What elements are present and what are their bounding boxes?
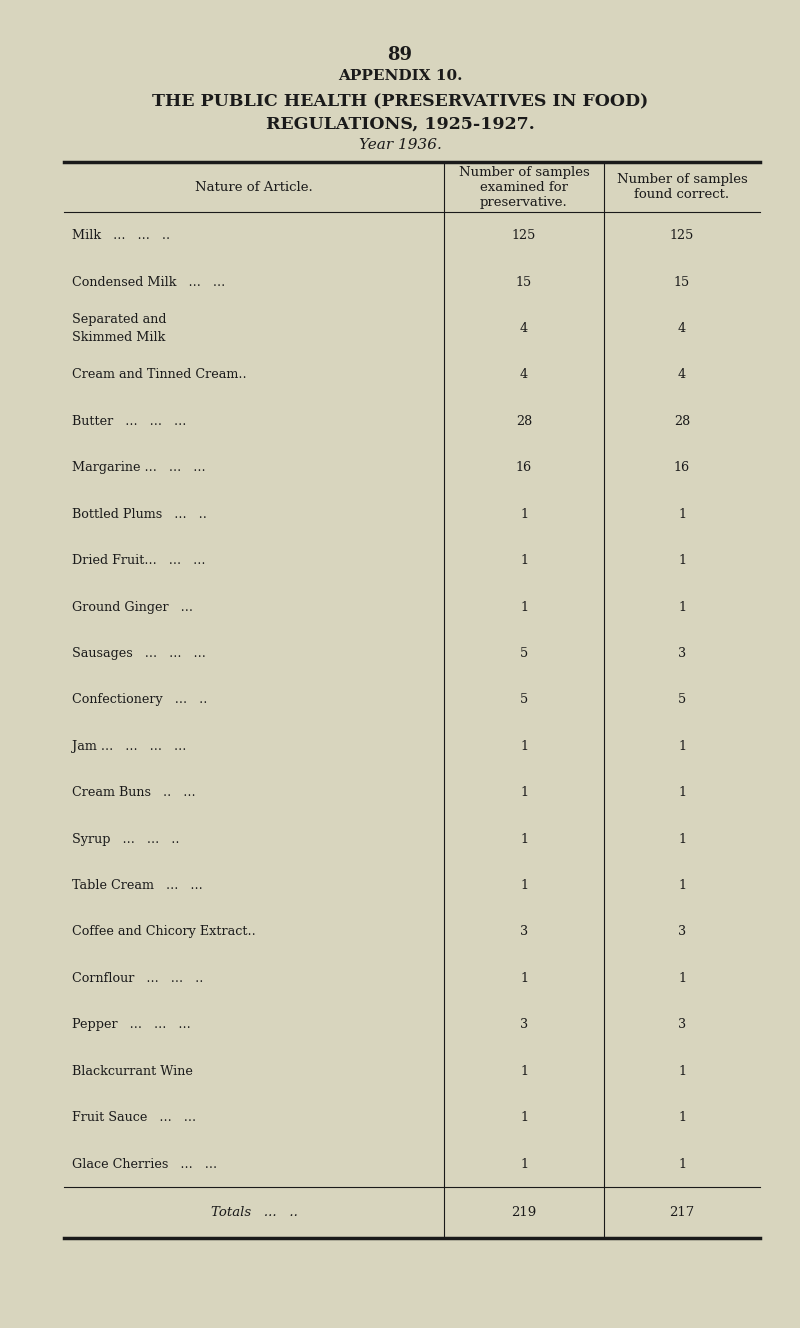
- Text: Skimmed Milk: Skimmed Milk: [72, 331, 166, 344]
- Text: 1: 1: [520, 740, 528, 753]
- Text: Number of samples
examined for
preservative.: Number of samples examined for preservat…: [458, 166, 590, 208]
- Text: 1: 1: [520, 554, 528, 567]
- Text: 217: 217: [670, 1206, 694, 1219]
- Text: APPENDIX 10.: APPENDIX 10.: [338, 69, 462, 84]
- Text: Sausages   ...   ...   ...: Sausages ... ... ...: [72, 647, 206, 660]
- Text: Bottled Plums   ...   ..: Bottled Plums ... ..: [72, 507, 207, 521]
- Text: Ground Ginger   ...: Ground Ginger ...: [72, 600, 193, 614]
- Text: 15: 15: [674, 276, 690, 288]
- Text: 1: 1: [520, 1065, 528, 1078]
- Text: 3: 3: [678, 1019, 686, 1032]
- Text: 1: 1: [678, 1158, 686, 1170]
- Text: Glace Cherries   ...   ...: Glace Cherries ... ...: [72, 1158, 217, 1170]
- Text: Totals   ...   ..: Totals ... ..: [210, 1206, 298, 1219]
- Text: 89: 89: [387, 46, 413, 65]
- Text: 1: 1: [520, 600, 528, 614]
- Text: THE PUBLIC HEALTH (PRESERVATIVES IN FOOD): THE PUBLIC HEALTH (PRESERVATIVES IN FOOD…: [152, 93, 648, 110]
- Text: 4: 4: [520, 321, 528, 335]
- Text: 15: 15: [516, 276, 532, 288]
- Text: 1: 1: [520, 972, 528, 985]
- Text: Pepper   ...   ...   ...: Pepper ... ... ...: [72, 1019, 190, 1032]
- Text: 28: 28: [674, 414, 690, 428]
- Text: 1: 1: [520, 879, 528, 892]
- Text: Year 1936.: Year 1936.: [358, 138, 442, 153]
- Text: Butter   ...   ...   ...: Butter ... ... ...: [72, 414, 186, 428]
- Text: REGULATIONS, 1925-1927.: REGULATIONS, 1925-1927.: [266, 116, 534, 133]
- Text: 1: 1: [520, 1158, 528, 1170]
- Text: 1: 1: [678, 833, 686, 846]
- Text: Separated and: Separated and: [72, 312, 166, 325]
- Text: 219: 219: [511, 1206, 537, 1219]
- Text: Fruit Sauce   ...   ...: Fruit Sauce ... ...: [72, 1112, 196, 1123]
- Text: Blackcurrant Wine: Blackcurrant Wine: [72, 1065, 193, 1078]
- Text: 125: 125: [670, 230, 694, 242]
- Text: Milk   ...   ...   ..: Milk ... ... ..: [72, 230, 170, 242]
- Text: Nature of Article.: Nature of Article.: [195, 181, 313, 194]
- Text: Cream Buns   ..   ...: Cream Buns .. ...: [72, 786, 196, 799]
- Text: 1: 1: [678, 1065, 686, 1078]
- Text: 3: 3: [678, 647, 686, 660]
- Text: Margarine ...   ...   ...: Margarine ... ... ...: [72, 461, 206, 474]
- Text: Table Cream   ...   ...: Table Cream ... ...: [72, 879, 202, 892]
- Text: 1: 1: [520, 833, 528, 846]
- Text: Jam ...   ...   ...   ...: Jam ... ... ... ...: [72, 740, 186, 753]
- Text: 125: 125: [512, 230, 536, 242]
- Text: 1: 1: [520, 1112, 528, 1123]
- Text: Cream and Tinned Cream..: Cream and Tinned Cream..: [72, 368, 246, 381]
- Text: Cornflour   ...   ...   ..: Cornflour ... ... ..: [72, 972, 203, 985]
- Text: Confectionery   ...   ..: Confectionery ... ..: [72, 693, 207, 706]
- Text: 4: 4: [678, 321, 686, 335]
- Text: 1: 1: [678, 879, 686, 892]
- Text: 5: 5: [678, 693, 686, 706]
- Text: Coffee and Chicory Extract..: Coffee and Chicory Extract..: [72, 926, 256, 939]
- Text: 1: 1: [678, 786, 686, 799]
- Text: Condensed Milk   ...   ...: Condensed Milk ... ...: [72, 276, 226, 288]
- Text: 1: 1: [678, 554, 686, 567]
- Text: 1: 1: [678, 1112, 686, 1123]
- Text: 1: 1: [520, 507, 528, 521]
- Text: Dried Fruit...   ...   ...: Dried Fruit... ... ...: [72, 554, 206, 567]
- Text: 3: 3: [520, 926, 528, 939]
- Text: 16: 16: [516, 461, 532, 474]
- Text: 5: 5: [520, 693, 528, 706]
- Text: 1: 1: [678, 507, 686, 521]
- Text: 1: 1: [678, 600, 686, 614]
- Text: 28: 28: [516, 414, 532, 428]
- Text: 5: 5: [520, 647, 528, 660]
- Text: 16: 16: [674, 461, 690, 474]
- Text: Number of samples
found correct.: Number of samples found correct.: [617, 173, 747, 202]
- Text: 3: 3: [678, 926, 686, 939]
- Text: 1: 1: [520, 786, 528, 799]
- Text: 1: 1: [678, 740, 686, 753]
- Text: 4: 4: [520, 368, 528, 381]
- Text: 3: 3: [520, 1019, 528, 1032]
- Text: 1: 1: [678, 972, 686, 985]
- Text: 4: 4: [678, 368, 686, 381]
- Text: Syrup   ...   ...   ..: Syrup ... ... ..: [72, 833, 179, 846]
